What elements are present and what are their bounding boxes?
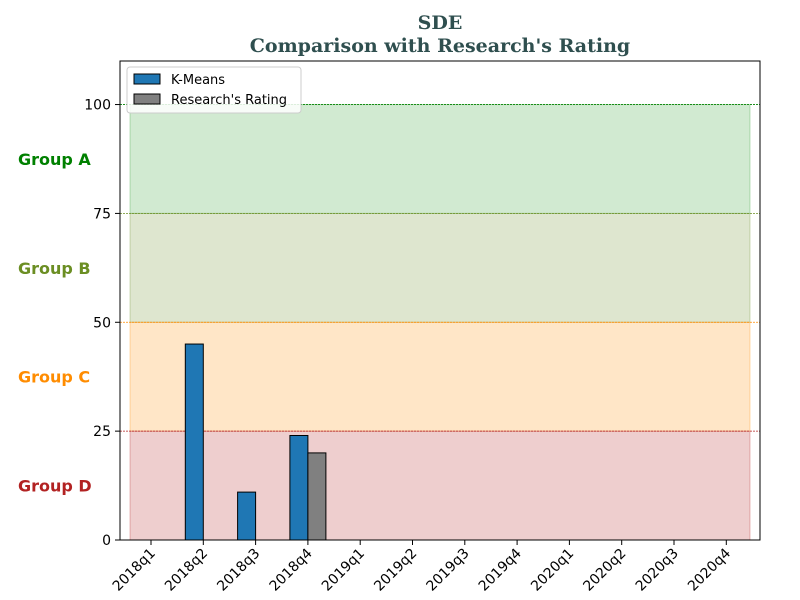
x-tick-label: 2020q1	[528, 546, 577, 595]
legend-box	[126, 66, 302, 114]
y-tick-label: 100	[84, 98, 111, 114]
x-tick-label: 2020q4	[685, 545, 734, 594]
y-tick-label: 75	[93, 206, 111, 222]
y-axis: 0 25 50 75 100	[84, 98, 120, 549]
legend-label: K-Means	[171, 73, 225, 88]
x-tick-label: 2019q1	[319, 546, 368, 595]
bar-research-s-rating-2018q4	[307, 452, 327, 541]
legend: K-Means Research's Rating	[126, 66, 302, 114]
x-tick-label: 2019q3	[424, 546, 473, 595]
band-group-d	[129, 430, 751, 541]
y-tick-label: 25	[93, 424, 111, 440]
legend-swatch	[133, 73, 161, 85]
x-tick-label: 2018q1	[110, 546, 159, 595]
x-tick-label: 2020q3	[633, 546, 682, 595]
group-label-group-b: Group B	[18, 259, 91, 278]
bar-k-means-2018q4	[289, 434, 309, 541]
x-axis: 2018q1 2018q2 2018q3 2018q4 2019q1 2019q2 2019…	[110, 540, 734, 595]
x-tick-label: 2020q2	[580, 546, 629, 595]
y-tick-label: 50	[93, 315, 111, 331]
band-group-c	[129, 321, 751, 432]
legend-label: Research's Rating	[171, 93, 287, 108]
group-label-group-d: Group D	[18, 477, 92, 496]
bars	[184, 343, 327, 541]
bar-k-means-2018q3	[237, 491, 257, 541]
chart-subtitle: Comparison with Research's Rating	[250, 35, 630, 57]
x-tick-label: 2019q2	[371, 546, 420, 595]
x-tick-label: 2018q3	[214, 546, 263, 595]
bar-k-means-2018q2	[184, 343, 204, 541]
x-tick-label: 2019q4	[476, 545, 525, 594]
group-label-group-a: Group A	[18, 150, 91, 169]
band-group-a	[129, 104, 751, 214]
band-group-b	[129, 212, 751, 323]
group-labels: Group A Group B Group C Group D	[18, 150, 92, 496]
chart-title: SDE	[418, 12, 463, 34]
y-tick-label: 0	[102, 533, 111, 549]
plot-frame	[119, 60, 761, 541]
legend-swatch	[133, 93, 161, 105]
group-bands	[120, 104, 760, 541]
x-tick-label: 2018q4	[267, 545, 316, 594]
group-label-group-c: Group C	[18, 368, 90, 387]
x-tick-label: 2018q2	[162, 546, 211, 595]
